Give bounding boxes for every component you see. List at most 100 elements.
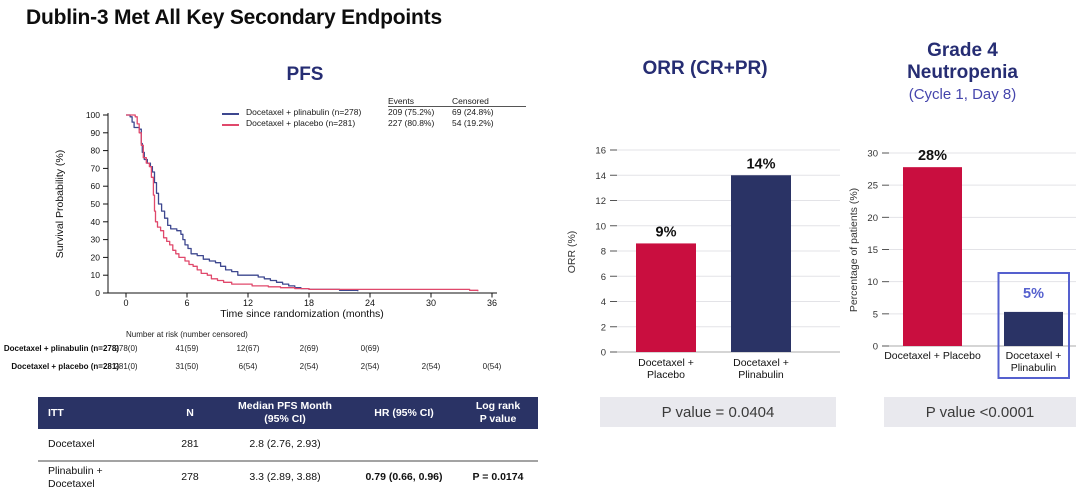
- km-xtick-label: 24: [365, 298, 375, 308]
- at-risk-value: 2(54): [360, 362, 380, 371]
- bar-category-label: Docetaxel + Plinabulin: [1006, 350, 1062, 374]
- bar-ytick-label: 8: [601, 247, 606, 258]
- at-risk-value: 12(67): [236, 344, 260, 353]
- bar-category-label: Docetaxel + Placebo: [638, 357, 694, 381]
- at-risk-value: 31(50): [175, 362, 199, 371]
- bar-value-label: 9%: [656, 224, 677, 240]
- orr-chart-title: ORR (CR+PR): [642, 58, 768, 79]
- bar: [903, 167, 962, 346]
- pfs-chart-title: PFS: [286, 64, 324, 85]
- bar: [1004, 311, 1063, 346]
- legend-series-name: Docetaxel + placebo (n=281): [246, 118, 356, 128]
- km-ytick-label: 40: [91, 217, 101, 227]
- neutropenia-bar-chart: 0 5 10 15 20 25 30 Percentage of patients (%) 28…: [848, 148, 1076, 379]
- summary-table-cell: 3.3 (2.89, 3.88): [249, 471, 321, 484]
- bar-ytick-label: 2: [601, 322, 606, 333]
- at-risk-value: 0(69): [360, 344, 380, 353]
- bar-ytick-label: 16: [595, 146, 606, 157]
- bar-ytick-label: 0: [873, 342, 878, 353]
- km-y-axis-title: Survival Probability (%): [54, 150, 66, 259]
- bar-ytick-label: 25: [867, 181, 878, 192]
- summary-table-cell: Docetaxel: [48, 438, 95, 451]
- legend-events-value: 209 (75.2%): [388, 107, 435, 117]
- pfs-legend-column-header: Censored: [452, 96, 526, 107]
- bar-ytick-label: 30: [867, 149, 878, 160]
- pfs-legend-row: Docetaxel + plinabulin (n=278) 209 (75.2%…: [222, 107, 526, 118]
- summary-table-header-cell: Median PFS Month (95% CI): [220, 397, 350, 429]
- pfs-summary-table: ITT N Median PFS Month (95% CI) HR (95% CI)…: [38, 397, 538, 489]
- page-title: Dublin-3 Met All Key Secondary Endpoints: [26, 6, 442, 29]
- legend-line-swatch: [222, 113, 239, 115]
- legend-censored-value: 54 (19.2%): [452, 118, 494, 128]
- bar-ytick-label: 10: [867, 277, 878, 288]
- km-ytick-label: 0: [95, 288, 100, 298]
- summary-table-cell: [458, 429, 538, 461]
- at-risk-row-label: Docetaxel + placebo (n=281): [11, 362, 119, 371]
- at-risk-value: 278(0): [114, 344, 138, 353]
- bar-ytick-label: 15: [867, 245, 878, 256]
- neutropenia-chart-title: Grade 4 Neutropenia: [907, 40, 1018, 83]
- km-ytick-label: 50: [91, 199, 101, 209]
- km-curve: [126, 114, 359, 292]
- summary-table-header-cell: Log rank P value: [458, 397, 538, 429]
- bar-value-label: 28%: [918, 148, 947, 164]
- bar-ytick-label: 14: [595, 171, 606, 182]
- summary-table-header-cell: N: [160, 397, 220, 429]
- km-ytick-label: 60: [91, 181, 101, 191]
- bar-ytick-label: 4: [601, 297, 606, 308]
- bar-category-label: Docetaxel + Plinabulin: [733, 357, 789, 381]
- pfs-summary-table-header: ITT N Median PFS Month (95% CI) HR (95% CI)…: [38, 397, 538, 429]
- summary-table-cell: [350, 429, 458, 461]
- bar-y-axis-title: Percentage of patients (%): [848, 188, 860, 312]
- summary-table-cell: P = 0.0174: [472, 471, 524, 484]
- legend-events-value: 227 (80.8%): [388, 118, 435, 128]
- summary-table-row: Docetaxel 281 2.8 (2.76, 2.93): [38, 429, 538, 461]
- pfs-km-chart: 0 10 20 30 40 50 60 70 80 90 100 0 6 12 18 24 30 36 Surviv…: [54, 110, 497, 320]
- neutropenia-chart-subtitle: (Cycle 1, Day 8): [908, 86, 1017, 103]
- bar-ytick-label: 6: [601, 272, 606, 283]
- at-risk-value: 2(54): [421, 362, 441, 371]
- summary-table-cell: Plinabulin + Docetaxel: [48, 464, 103, 489]
- km-ytick-label: 70: [91, 163, 101, 173]
- summary-table-header-cell: HR (95% CI): [350, 397, 458, 429]
- at-risk-value: 281(0): [114, 362, 138, 371]
- at-risk-value: 6(54): [238, 362, 258, 371]
- pfs-legend-column-header: Events: [388, 96, 452, 107]
- km-ytick-label: 30: [91, 235, 101, 245]
- legend-series-name: Docetaxel + plinabulin (n=278): [246, 107, 362, 117]
- summary-table-row: Plinabulin + Docetaxel 278 3.3 (2.89, 3.88…: [38, 461, 538, 489]
- at-risk-row-label: Docetaxel + plinabulin (n=278): [3, 344, 119, 353]
- summary-table-cell: 2.8 (2.76, 2.93): [249, 438, 321, 451]
- bar: [636, 243, 696, 352]
- bar-ytick-label: 10: [595, 221, 606, 232]
- neutropenia-p-value: P value <0.0001: [884, 397, 1076, 427]
- bar-ytick-label: 5: [873, 309, 878, 320]
- km-xtick-label: 36: [487, 298, 497, 308]
- bar-y-axis-title: ORR (%): [566, 231, 578, 274]
- summary-table-cell: 0.79 (0.66, 0.96): [365, 471, 443, 484]
- orr-p-value: P value = 0.0404: [600, 397, 836, 427]
- pfs-summary-table-body: Docetaxel 281 2.8 (2.76, 2.93) Plinabulin +…: [38, 429, 538, 489]
- bar-value-label: 5%: [1023, 286, 1044, 302]
- pfs-legend-header: Events Censored: [222, 96, 526, 107]
- legend-censored-value: 69 (24.8%): [452, 107, 494, 117]
- bar-ytick-label: 20: [867, 213, 878, 224]
- at-risk-value: 0(54): [482, 362, 502, 371]
- summary-table-header-cell: ITT: [38, 397, 160, 429]
- bar-ytick-label: 0: [601, 348, 606, 359]
- km-xtick-label: 18: [304, 298, 314, 308]
- pfs-legend-row: Docetaxel + placebo (n=281) 227 (80.8%) 54…: [222, 118, 526, 129]
- summary-table-cell: 278: [181, 471, 199, 484]
- km-curve: [126, 114, 479, 292]
- km-xtick-label: 6: [184, 298, 189, 308]
- orr-bar-chart: 0 2 4 6 8 10 12 14 16 ORR (%) 9% Docetaxel + Placebo…: [566, 146, 840, 381]
- at-risk-value: 2(69): [299, 344, 319, 353]
- km-ytick-label: 10: [91, 270, 101, 280]
- km-xtick-label: 30: [426, 298, 436, 308]
- at-risk-header: Number at risk (number censored): [126, 330, 248, 339]
- km-ytick-label: 20: [91, 252, 101, 262]
- bar-category-label: Docetaxel + Placebo: [884, 350, 981, 362]
- at-risk-value: 41(59): [175, 344, 199, 353]
- legend-line-swatch: [222, 124, 239, 126]
